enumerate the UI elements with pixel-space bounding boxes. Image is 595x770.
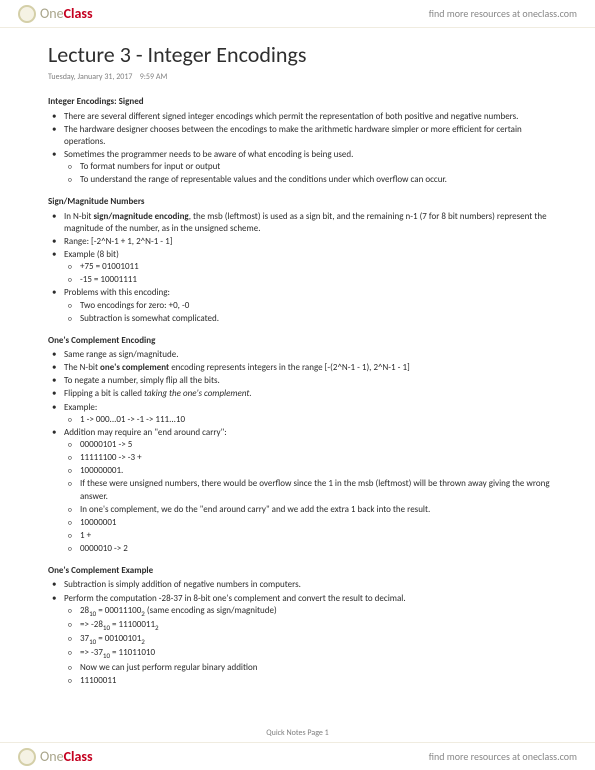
- header-bar: OneClass find more resources at oneclass…: [0, 0, 595, 28]
- list-item: => -2810 = 111000112: [64, 619, 565, 632]
- page-number: Quick Notes Page 1: [0, 728, 595, 738]
- footer-bar: OneClass find more resources at oneclass…: [0, 742, 595, 770]
- logo[interactable]: OneClass: [18, 748, 93, 766]
- list-item: To negate a number, simply flip all the …: [48, 375, 565, 387]
- find-more-link[interactable]: find more resources at oneclass.com: [429, 7, 577, 20]
- list-item: 00000101 -> 5: [64, 439, 565, 451]
- list-item: The N-bit one's complement encoding repr…: [48, 362, 565, 374]
- list-item: If these were unsigned numbers, there wo…: [64, 478, 565, 502]
- list-item: Perform the computation -28-37 in 8-bit …: [48, 593, 565, 687]
- list-item: In one's complement, we do the "end arou…: [64, 504, 565, 516]
- list-item: Two encodings for zero: +0, -0: [64, 300, 565, 312]
- list-item: Addition may require an "end around carr…: [48, 427, 565, 555]
- list-item: In N-bit sign/magnitude encoding, the ms…: [48, 211, 565, 235]
- section-heading: One's Complement Example: [48, 565, 565, 577]
- logo-icon: [18, 748, 36, 766]
- list-item: Example: 1 -> 000...01 -> -1 -> 111...10: [48, 402, 565, 426]
- page-meta: Tuesday, January 31, 2017 9:59 AM: [48, 72, 565, 83]
- list-item: +75 = 01001011: [64, 261, 565, 273]
- list-item: Same range as sign/magnitude.: [48, 349, 565, 361]
- list-item: => -3710 = 11011010: [64, 647, 565, 660]
- section-heading: Sign/Magnitude Numbers: [48, 196, 565, 208]
- list-item: The hardware designer chooses between th…: [48, 124, 565, 148]
- list-item: Subtraction is somewhat complicated.: [64, 313, 565, 325]
- list-item: 11111100 -> -3 +: [64, 452, 565, 464]
- list-item: 100000001.: [64, 465, 565, 477]
- list: Subtraction is simply addition of negati…: [48, 579, 565, 687]
- list-item: 10000001: [64, 517, 565, 529]
- page-title: Lecture 3 - Integer Encodings: [48, 40, 565, 70]
- list-item: Sometimes the programmer needs to be awa…: [48, 149, 565, 186]
- list-item: To understand the range of representable…: [64, 174, 565, 186]
- list-item: 1 -> 000...01 -> -1 -> 111...10: [64, 414, 565, 426]
- section-heading: Integer Encodings: Signed: [48, 96, 565, 108]
- list-item: Subtraction is simply addition of negati…: [48, 579, 565, 591]
- list: Same range as sign/magnitude. The N-bit …: [48, 349, 565, 555]
- list-item: -15 = 10001111: [64, 274, 565, 286]
- list-item: Flipping a bit is called taking the one'…: [48, 388, 565, 400]
- list-item: Range: [-2^N-1 + 1, 2^N-1 - 1]: [48, 236, 565, 248]
- list-item: 11100011: [64, 675, 565, 687]
- list-item: 0000010 -> 2: [64, 543, 565, 555]
- list-item: Problems with this encoding: Two encodin…: [48, 287, 565, 324]
- list-item: 1 +: [64, 530, 565, 542]
- list: There are several different signed integ…: [48, 111, 565, 187]
- find-more-link[interactable]: find more resources at oneclass.com: [429, 750, 577, 763]
- list-item: There are several different signed integ…: [48, 111, 565, 123]
- list-item: Example (8 bit) +75 = 01001011 -15 = 100…: [48, 249, 565, 286]
- logo-text: OneClass: [40, 5, 93, 22]
- logo[interactable]: OneClass: [18, 5, 93, 23]
- list-item: Now we can just perform regular binary a…: [64, 662, 565, 674]
- document-body: Lecture 3 - Integer Encodings Tuesday, J…: [48, 40, 565, 688]
- list-item: 2810 = 000111002 (same encoding as sign/…: [64, 605, 565, 618]
- section-heading: One's Complement Encoding: [48, 335, 565, 347]
- logo-text: OneClass: [40, 748, 93, 765]
- list: In N-bit sign/magnitude encoding, the ms…: [48, 211, 565, 325]
- list-item: 3710 = 001001012: [64, 633, 565, 646]
- list-item: To format numbers for input or output: [64, 161, 565, 173]
- logo-icon: [18, 5, 36, 23]
